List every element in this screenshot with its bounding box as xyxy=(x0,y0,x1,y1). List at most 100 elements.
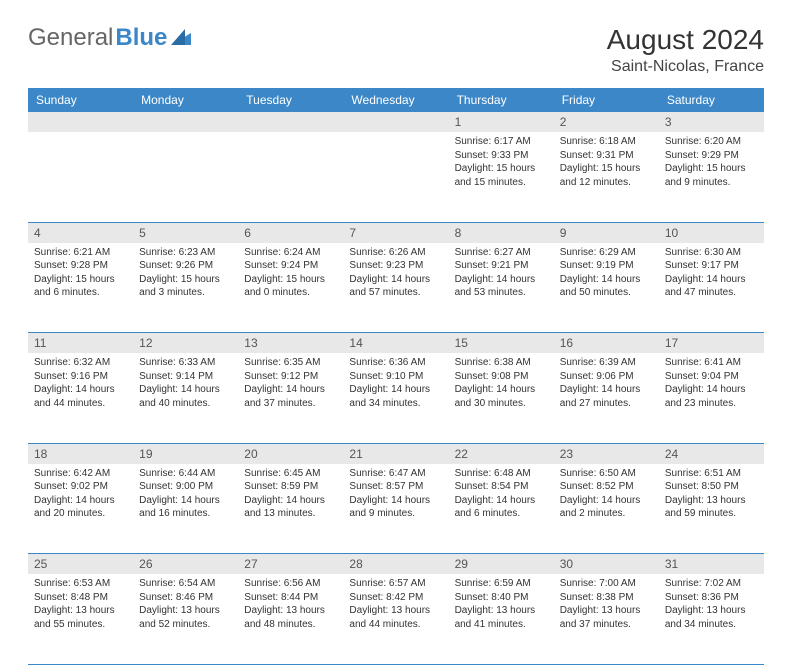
day-content: Sunrise: 6:26 AMSunset: 9:23 PMDaylight:… xyxy=(343,243,448,306)
month-title: August 2024 xyxy=(607,24,764,56)
day-content: Sunrise: 6:35 AMSunset: 9:12 PMDaylight:… xyxy=(238,353,343,416)
day-cell: Sunrise: 6:45 AMSunset: 8:59 PMDaylight:… xyxy=(238,464,343,554)
day-header: Tuesday xyxy=(238,88,343,112)
day-cell: Sunrise: 6:20 AMSunset: 9:29 PMDaylight:… xyxy=(659,132,764,222)
day-cell: Sunrise: 6:24 AMSunset: 9:24 PMDaylight:… xyxy=(238,243,343,333)
day-number-cell: 20 xyxy=(238,443,343,464)
day-cell: Sunrise: 6:29 AMSunset: 9:19 PMDaylight:… xyxy=(554,243,659,333)
day-number-row: 45678910 xyxy=(28,222,764,243)
day-cell xyxy=(343,132,448,222)
brand-triangle-icon xyxy=(171,29,191,45)
day-content-row: Sunrise: 6:32 AMSunset: 9:16 PMDaylight:… xyxy=(28,353,764,443)
day-content: Sunrise: 6:59 AMSunset: 8:40 PMDaylight:… xyxy=(449,574,554,637)
day-content: Sunrise: 6:18 AMSunset: 9:31 PMDaylight:… xyxy=(554,132,659,195)
day-number-cell: 21 xyxy=(343,443,448,464)
day-header: Friday xyxy=(554,88,659,112)
day-content: Sunrise: 6:39 AMSunset: 9:06 PMDaylight:… xyxy=(554,353,659,416)
day-cell: Sunrise: 6:18 AMSunset: 9:31 PMDaylight:… xyxy=(554,132,659,222)
day-number-cell xyxy=(343,112,448,132)
day-number-cell: 30 xyxy=(554,554,659,575)
location-label: Saint-Nicolas, France xyxy=(607,58,764,76)
day-cell: Sunrise: 6:51 AMSunset: 8:50 PMDaylight:… xyxy=(659,464,764,554)
day-cell: Sunrise: 6:53 AMSunset: 8:48 PMDaylight:… xyxy=(28,574,133,664)
day-number-cell: 11 xyxy=(28,333,133,354)
day-cell: Sunrise: 6:59 AMSunset: 8:40 PMDaylight:… xyxy=(449,574,554,664)
day-content: Sunrise: 6:23 AMSunset: 9:26 PMDaylight:… xyxy=(133,243,238,306)
day-cell: Sunrise: 6:30 AMSunset: 9:17 PMDaylight:… xyxy=(659,243,764,333)
day-number-cell xyxy=(28,112,133,132)
day-number-cell: 5 xyxy=(133,222,238,243)
day-cell: Sunrise: 6:21 AMSunset: 9:28 PMDaylight:… xyxy=(28,243,133,333)
day-content: Sunrise: 6:57 AMSunset: 8:42 PMDaylight:… xyxy=(343,574,448,637)
day-content: Sunrise: 6:48 AMSunset: 8:54 PMDaylight:… xyxy=(449,464,554,527)
day-cell: Sunrise: 6:33 AMSunset: 9:14 PMDaylight:… xyxy=(133,353,238,443)
day-content-row: Sunrise: 6:53 AMSunset: 8:48 PMDaylight:… xyxy=(28,574,764,664)
day-number-cell: 22 xyxy=(449,443,554,464)
day-header: Saturday xyxy=(659,88,764,112)
day-cell: Sunrise: 6:23 AMSunset: 9:26 PMDaylight:… xyxy=(133,243,238,333)
day-cell xyxy=(133,132,238,222)
day-content: Sunrise: 6:27 AMSunset: 9:21 PMDaylight:… xyxy=(449,243,554,306)
day-number-row: 11121314151617 xyxy=(28,333,764,354)
day-number-cell: 27 xyxy=(238,554,343,575)
calendar-table: SundayMondayTuesdayWednesdayThursdayFrid… xyxy=(28,88,764,665)
day-number-row: 25262728293031 xyxy=(28,554,764,575)
day-content: Sunrise: 6:21 AMSunset: 9:28 PMDaylight:… xyxy=(28,243,133,306)
day-cell: Sunrise: 6:26 AMSunset: 9:23 PMDaylight:… xyxy=(343,243,448,333)
day-cell: Sunrise: 6:44 AMSunset: 9:00 PMDaylight:… xyxy=(133,464,238,554)
day-cell xyxy=(28,132,133,222)
day-number-cell xyxy=(238,112,343,132)
day-content-row: Sunrise: 6:17 AMSunset: 9:33 PMDaylight:… xyxy=(28,132,764,222)
day-number-cell: 14 xyxy=(343,333,448,354)
day-number-cell: 19 xyxy=(133,443,238,464)
day-cell: Sunrise: 6:27 AMSunset: 9:21 PMDaylight:… xyxy=(449,243,554,333)
day-number-row: 18192021222324 xyxy=(28,443,764,464)
day-cell: Sunrise: 6:39 AMSunset: 9:06 PMDaylight:… xyxy=(554,353,659,443)
day-content: Sunrise: 6:47 AMSunset: 8:57 PMDaylight:… xyxy=(343,464,448,527)
day-number-cell: 25 xyxy=(28,554,133,575)
brand-part2: Blue xyxy=(115,24,167,52)
day-number-cell: 15 xyxy=(449,333,554,354)
day-number-cell: 1 xyxy=(449,112,554,132)
day-content: Sunrise: 6:38 AMSunset: 9:08 PMDaylight:… xyxy=(449,353,554,416)
day-content: Sunrise: 6:17 AMSunset: 9:33 PMDaylight:… xyxy=(449,132,554,195)
day-header: Thursday xyxy=(449,88,554,112)
day-content: Sunrise: 6:42 AMSunset: 9:02 PMDaylight:… xyxy=(28,464,133,527)
day-content: Sunrise: 6:24 AMSunset: 9:24 PMDaylight:… xyxy=(238,243,343,306)
day-number-cell: 9 xyxy=(554,222,659,243)
day-cell: Sunrise: 7:02 AMSunset: 8:36 PMDaylight:… xyxy=(659,574,764,664)
day-number-cell: 6 xyxy=(238,222,343,243)
day-content: Sunrise: 6:54 AMSunset: 8:46 PMDaylight:… xyxy=(133,574,238,637)
day-header-row: SundayMondayTuesdayWednesdayThursdayFrid… xyxy=(28,88,764,112)
day-header: Wednesday xyxy=(343,88,448,112)
day-cell: Sunrise: 6:32 AMSunset: 9:16 PMDaylight:… xyxy=(28,353,133,443)
day-content-row: Sunrise: 6:21 AMSunset: 9:28 PMDaylight:… xyxy=(28,243,764,333)
day-cell: Sunrise: 6:54 AMSunset: 8:46 PMDaylight:… xyxy=(133,574,238,664)
day-cell: Sunrise: 6:42 AMSunset: 9:02 PMDaylight:… xyxy=(28,464,133,554)
day-number-row: 123 xyxy=(28,112,764,132)
day-number-cell: 7 xyxy=(343,222,448,243)
day-cell: Sunrise: 6:35 AMSunset: 9:12 PMDaylight:… xyxy=(238,353,343,443)
day-content: Sunrise: 6:53 AMSunset: 8:48 PMDaylight:… xyxy=(28,574,133,637)
day-number-cell: 18 xyxy=(28,443,133,464)
day-number-cell: 2 xyxy=(554,112,659,132)
title-block: August 2024 Saint-Nicolas, France xyxy=(607,24,764,76)
day-content: Sunrise: 6:29 AMSunset: 9:19 PMDaylight:… xyxy=(554,243,659,306)
day-cell: Sunrise: 6:36 AMSunset: 9:10 PMDaylight:… xyxy=(343,353,448,443)
day-content: Sunrise: 6:36 AMSunset: 9:10 PMDaylight:… xyxy=(343,353,448,416)
day-header: Monday xyxy=(133,88,238,112)
day-cell: Sunrise: 6:48 AMSunset: 8:54 PMDaylight:… xyxy=(449,464,554,554)
day-number-cell: 10 xyxy=(659,222,764,243)
day-content: Sunrise: 7:00 AMSunset: 8:38 PMDaylight:… xyxy=(554,574,659,637)
day-cell: Sunrise: 6:47 AMSunset: 8:57 PMDaylight:… xyxy=(343,464,448,554)
day-cell: Sunrise: 6:41 AMSunset: 9:04 PMDaylight:… xyxy=(659,353,764,443)
day-number-cell: 29 xyxy=(449,554,554,575)
day-number-cell: 28 xyxy=(343,554,448,575)
day-content: Sunrise: 6:56 AMSunset: 8:44 PMDaylight:… xyxy=(238,574,343,637)
day-content: Sunrise: 6:51 AMSunset: 8:50 PMDaylight:… xyxy=(659,464,764,527)
day-number-cell: 31 xyxy=(659,554,764,575)
brand-logo: General Blue xyxy=(28,24,191,52)
day-content: Sunrise: 6:33 AMSunset: 9:14 PMDaylight:… xyxy=(133,353,238,416)
day-number-cell: 4 xyxy=(28,222,133,243)
day-number-cell: 3 xyxy=(659,112,764,132)
